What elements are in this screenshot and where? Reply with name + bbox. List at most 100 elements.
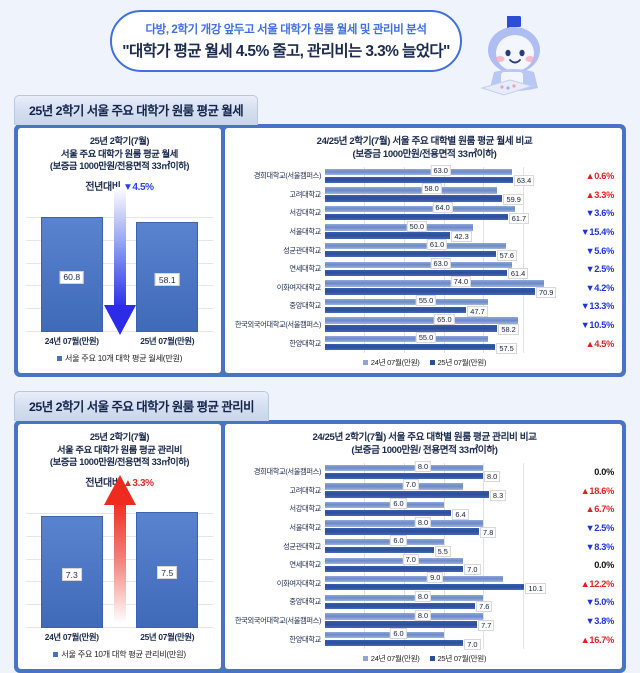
gridline bbox=[522, 630, 524, 649]
bar-2025-value-label: 47.7 bbox=[467, 305, 488, 317]
gridline bbox=[443, 334, 445, 353]
bar-2024 bbox=[325, 520, 483, 527]
bar-category-label: 한양대학교 bbox=[289, 634, 321, 644]
bar-2025 bbox=[325, 176, 513, 183]
bar-plot-cell: 8.0 8.0 bbox=[325, 460, 562, 483]
gridline bbox=[443, 481, 445, 501]
gridline bbox=[482, 462, 484, 482]
bar-category-label: 서강대학교 bbox=[289, 208, 321, 218]
gridline bbox=[403, 630, 405, 649]
bar-row: 한양대학교 55.0 57.5 ▲4.5% bbox=[233, 332, 616, 354]
bar-plot-cell: 63.0 61.4 bbox=[325, 257, 562, 280]
gridline bbox=[364, 185, 366, 205]
column-value-label: 7.5 bbox=[157, 566, 178, 580]
headline-subtitle: 다방, 2학기 개강 앞두고 서울 대학가 원룸 월세 및 관리비 분석 bbox=[145, 24, 427, 36]
bar-delta-label: ▼2.5% bbox=[585, 523, 614, 534]
bar-2025 bbox=[325, 528, 480, 535]
bar-row: 경희대학교(서울캠퍼스) 63.0 63.4 ▲0.6% bbox=[233, 164, 616, 187]
section1-column-chart-card: 25년 2학기(7월) 서울 주요 대학가 원룸 평균 월세 (보증금 1000… bbox=[18, 128, 221, 373]
down-arrow-icon bbox=[102, 186, 138, 342]
gridline bbox=[403, 574, 405, 594]
bar-2025-value-label: 6.4 bbox=[452, 508, 469, 520]
gridline bbox=[482, 167, 484, 186]
bar-2025 bbox=[325, 288, 536, 295]
bar-row: 중앙대학교 55.0 47.7 ▼13.3% bbox=[233, 294, 616, 317]
bar-plot-cell: 61.0 57.6 bbox=[325, 239, 562, 261]
bar-category-label: 연세대학교 bbox=[289, 560, 321, 570]
gridline bbox=[364, 574, 366, 594]
gridline bbox=[364, 241, 366, 260]
bar-plot-cell: 74.0 70.9 bbox=[325, 276, 562, 298]
gridline bbox=[403, 500, 405, 519]
gridline bbox=[403, 278, 405, 298]
bar-delta-label: ▼5.6% bbox=[585, 245, 614, 256]
bar-category-label: 한국외국어대학교(서울캠퍼스) bbox=[234, 320, 322, 330]
bar-2025-value-label: 59.9 bbox=[503, 193, 524, 205]
s2-right-title-line2: (보증금 1000만원/ 전용면적 33㎡이하) bbox=[351, 444, 498, 456]
column-value-label: 7.3 bbox=[61, 568, 82, 582]
section2-column-chart-card: 25년 2학기(7월) 서울 주요 대학가 원룸 평균 관리비 (보증금 100… bbox=[18, 423, 221, 669]
s1-left-title-line3: (보증금 1000만원/전용면적 33㎡이하) bbox=[49, 161, 190, 172]
s2-yoy-value: ▲3.3% bbox=[122, 477, 154, 489]
bar-2024-value-label: 64.0 bbox=[432, 202, 453, 213]
bar-2024-value-label: 50.0 bbox=[406, 220, 428, 232]
bar-plot-cell: 8.0 7.6 bbox=[325, 590, 562, 613]
bar-row: 한국외국어대학교(서울캠퍼스) 8.0 7.7 ▼3.8% bbox=[233, 609, 616, 632]
s2-xlabel-1: 25년 07월(만원) bbox=[140, 631, 195, 642]
bar-2024 bbox=[325, 317, 518, 324]
bar-plot-cell: 63.0 63.4 bbox=[325, 164, 562, 187]
gridline bbox=[522, 241, 524, 260]
bar-plot-cell: 50.0 42.3 bbox=[325, 220, 562, 243]
gridline bbox=[443, 630, 445, 649]
section1-tab-label: 25년 2학기 서울 주요 대학가 원룸 평균 월세 bbox=[14, 95, 259, 125]
s1-left-title-line1: 25년 2학기(7월) bbox=[89, 136, 150, 146]
gridline bbox=[522, 555, 524, 575]
bar-delta-label: ▼2.5% bbox=[585, 264, 614, 275]
bar-2024 bbox=[325, 298, 488, 306]
bar-plot-cell: 9.0 10.1 bbox=[325, 572, 562, 594]
bar-row: 중앙대학교 8.0 7.6 ▼5.0% bbox=[233, 590, 616, 613]
bar-2025-value-label: 7.7 bbox=[478, 620, 495, 632]
s1-yoy-row: 전년대비 ▼4.5% bbox=[24, 178, 215, 193]
gridline bbox=[364, 204, 366, 223]
bar-delta-label: 0.0% bbox=[594, 467, 614, 478]
bar-row: 고려대학교 58.0 59.9 ▲3.3% bbox=[233, 183, 616, 205]
gridline bbox=[522, 278, 524, 298]
bar-2024 bbox=[325, 483, 464, 490]
bar-delta-label: ▲0.6% bbox=[585, 171, 614, 182]
bar-2025 bbox=[325, 546, 434, 554]
s2-column-chart: 7.3 7.5 bbox=[24, 474, 215, 628]
bar-2024 bbox=[325, 594, 483, 602]
section2-tab-label: 25년 2학기 서울 주요 대학가 원룸 평균 관리비 bbox=[14, 390, 270, 421]
s2-right-legend: 24년 07월(만원) 25년 07월(만원) bbox=[233, 653, 616, 664]
bar-2025-value-label: 42.3 bbox=[451, 231, 472, 243]
section2-bar-chart-card: 24/25년 2학기(7월) 서울 주요 대학별 원룸 평균 관리비 비교 (보… bbox=[225, 423, 622, 669]
gridline bbox=[482, 259, 484, 279]
gridline bbox=[443, 222, 445, 242]
s2-left-title-line3: (보증금 1000만원/전용면적 33㎡이하) bbox=[49, 457, 190, 468]
s2-legend-2024-swatch-icon bbox=[362, 656, 368, 662]
gridline bbox=[482, 334, 484, 353]
bar-row: 고려대학교 7.0 8.3 ▲18.6% bbox=[233, 479, 616, 501]
bar-2024 bbox=[325, 631, 444, 639]
s2-right-title-line1: 24/25년 2학기(7월) 서울 주요 대학별 원룸 평균 관리비 비교 bbox=[312, 431, 537, 443]
gridline bbox=[364, 259, 366, 279]
bar-2024-value-label: 63.0 bbox=[430, 257, 451, 269]
bar-category-label: 서울대학교 bbox=[289, 523, 321, 533]
bar-category-label: 고려대학교 bbox=[289, 485, 321, 495]
gridline bbox=[364, 481, 366, 501]
bar-2024-value-label: 8.0 bbox=[414, 590, 432, 602]
bar-2025-value-label: 8.0 bbox=[483, 471, 501, 483]
s1-left-legend: 서울 주요 10개 대학 평균 월세(만원) bbox=[24, 352, 215, 364]
bar-plot-cell: 55.0 47.7 bbox=[325, 294, 562, 317]
gridline bbox=[364, 611, 366, 631]
section1-panel: 25년 2학기(7월) 서울 주요 대학가 원룸 평균 월세 (보증금 1000… bbox=[14, 124, 626, 377]
s2-legend-swatch-icon bbox=[53, 652, 59, 658]
bar-delta-label: 0.0% bbox=[594, 560, 614, 571]
gridline bbox=[364, 500, 366, 519]
bar-2024-value-label: 63.0 bbox=[430, 164, 451, 176]
bar-plot-cell: 65.0 58.2 bbox=[325, 313, 562, 336]
gridline bbox=[364, 297, 366, 316]
bar-2024 bbox=[325, 335, 488, 343]
gridline bbox=[443, 204, 445, 223]
